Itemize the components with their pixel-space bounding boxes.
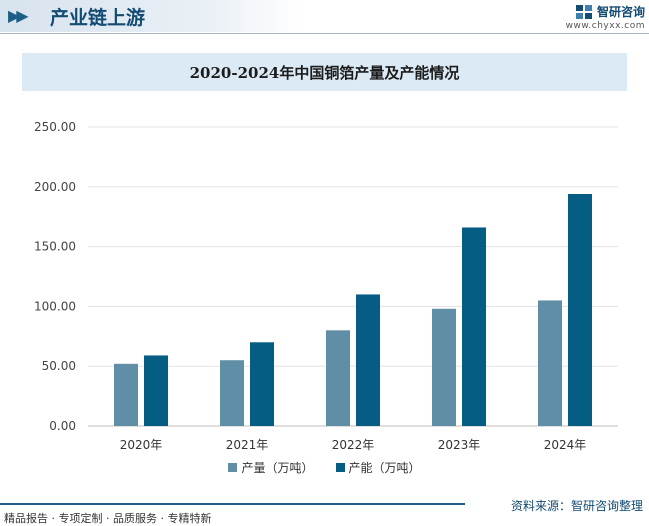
- bar-production: [220, 360, 244, 426]
- bar-capacity: [568, 193, 592, 426]
- legend-swatch-capacity: [335, 462, 345, 472]
- y-tick-label: 150.00: [34, 240, 76, 254]
- section-title: 产业链上游: [50, 7, 146, 29]
- bar-capacity: [356, 294, 380, 426]
- x-axis-ticks: 2020年 2021年 2022年 2023年 2024年: [120, 438, 587, 452]
- brand: 智研咨询 www.chyxx.com: [566, 3, 645, 31]
- legend-item-capacity: 产能（万吨）: [335, 458, 421, 476]
- bar-capacity: [144, 355, 168, 426]
- bar-production: [538, 300, 562, 426]
- brand-logo-icon: [575, 4, 592, 19]
- footer-services: 精品报告 · 专项定制 · 品质服务 · 专精特新: [4, 512, 212, 525]
- legend-label-production: 产量（万吨）: [241, 460, 314, 475]
- chart-title-box: 2020-2024年中国铜箔产量及产能情况: [22, 53, 627, 91]
- header: ▶▶ 产业链上游 智研咨询 www.chyxx.com: [0, 0, 649, 36]
- double-chevron-icon: ▶▶: [8, 6, 29, 25]
- y-axis-ticks: 0.00 50.00 100.00 150.00 200.00 250.00: [34, 120, 76, 433]
- header-divider: [0, 33, 649, 34]
- y-tick-label: 250.00: [34, 120, 76, 134]
- y-tick-label: 100.00: [34, 299, 76, 313]
- legend: 产量（万吨） 产能（万吨）: [0, 458, 649, 476]
- bars: [114, 193, 592, 426]
- bar-production: [326, 330, 350, 426]
- x-tick-label: 2020年: [120, 438, 163, 452]
- y-tick-label: 200.00: [34, 180, 76, 194]
- x-tick-label: 2021年: [226, 438, 269, 452]
- y-tick-label: 50.00: [42, 359, 76, 373]
- brand-url: www.chyxx.com: [565, 21, 645, 31]
- legend-swatch-production: [228, 462, 238, 472]
- chart-title: 2020-2024年中国铜箔产量及产能情况: [189, 63, 460, 82]
- brand-name: 智研咨询: [596, 5, 645, 19]
- x-tick-label: 2022年: [332, 438, 375, 452]
- footer-divider: [0, 503, 465, 505]
- gridlines: [88, 126, 618, 427]
- legend-label-capacity: 产能（万吨）: [348, 460, 421, 475]
- y-tick-label: 0.00: [49, 419, 76, 433]
- x-tick-label: 2024年: [544, 438, 587, 452]
- bar-capacity: [462, 227, 486, 426]
- legend-item-production: 产量（万吨）: [228, 458, 314, 476]
- footer-source: 资料来源：智研咨询整理: [510, 499, 643, 513]
- bar-production: [432, 308, 456, 426]
- header-band: [0, 0, 300, 32]
- bar-production: [114, 363, 138, 426]
- bar-capacity: [250, 342, 274, 426]
- x-tick-label: 2023年: [438, 438, 481, 452]
